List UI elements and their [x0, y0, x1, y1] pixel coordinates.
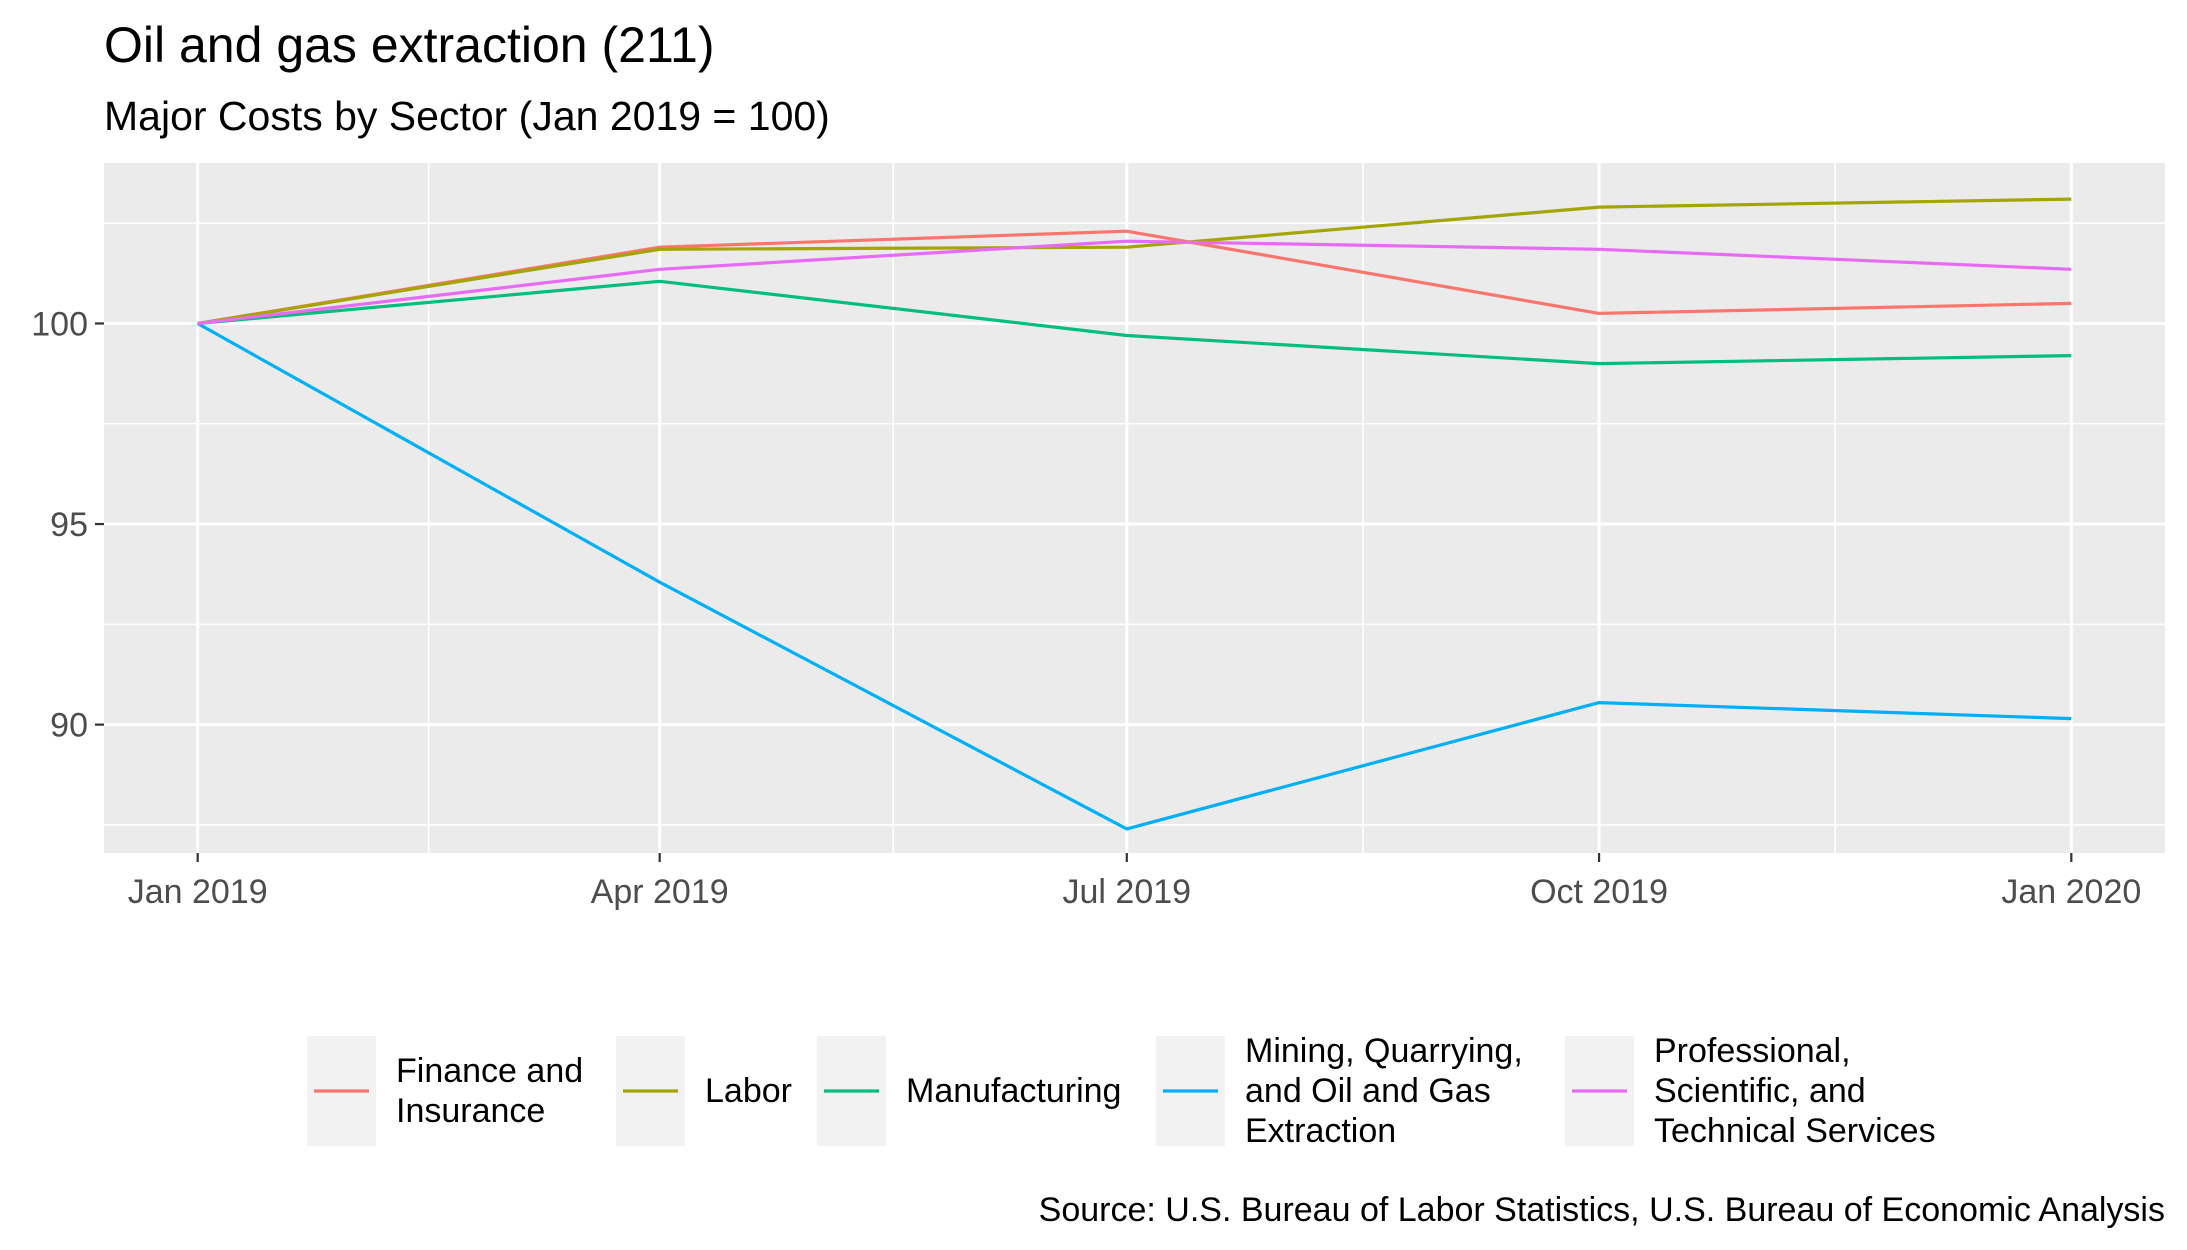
x-tick-label: Apr 2019 — [591, 873, 729, 911]
x-tick-label: Jul 2019 — [1063, 873, 1192, 911]
axes: 90 95 100 Jan 2019 Apr 2019 Jul 2019 Oct 2019 J… — [31, 305, 2141, 911]
chart-title: Oil and gas extraction (211) — [104, 17, 715, 73]
legend-label-1: Labor — [705, 1072, 792, 1110]
legend-label-0: Finance and Insurance — [396, 1052, 583, 1130]
legend-label-2: Manufacturing — [906, 1072, 1121, 1110]
x-tick-label: Jan 2020 — [2001, 873, 2141, 911]
legend: Finance and Insurance Labor Manufacturing Mi… — [307, 1032, 1936, 1150]
x-tick-label: Jan 2019 — [128, 873, 268, 911]
legend-label-3: Mining, Quarrying, and Oil and Gas Extract… — [1245, 1032, 1523, 1150]
y-tick-label: 95 — [50, 506, 88, 544]
plot-panel — [104, 163, 2165, 853]
legend-label-4: Professional, Scientific, and Technical Se… — [1654, 1032, 1936, 1150]
chart-caption: Source: U.S. Bureau of Labor Statistics,… — [1039, 1191, 2165, 1229]
series-line-2 — [197, 279, 2072, 366]
y-tick-label: 100 — [31, 305, 88, 343]
series-lines — [196, 197, 2072, 831]
series-line-1 — [197, 197, 2072, 326]
chart-subtitle: Major Costs by Sector (Jan 2019 = 100) — [104, 93, 830, 139]
grid-lines — [104, 163, 2165, 853]
x-tick-label: Oct 2019 — [1530, 873, 1668, 911]
series-line-4 — [197, 239, 2072, 326]
series-line-3 — [196, 322, 2072, 831]
y-tick-label: 90 — [50, 707, 88, 745]
